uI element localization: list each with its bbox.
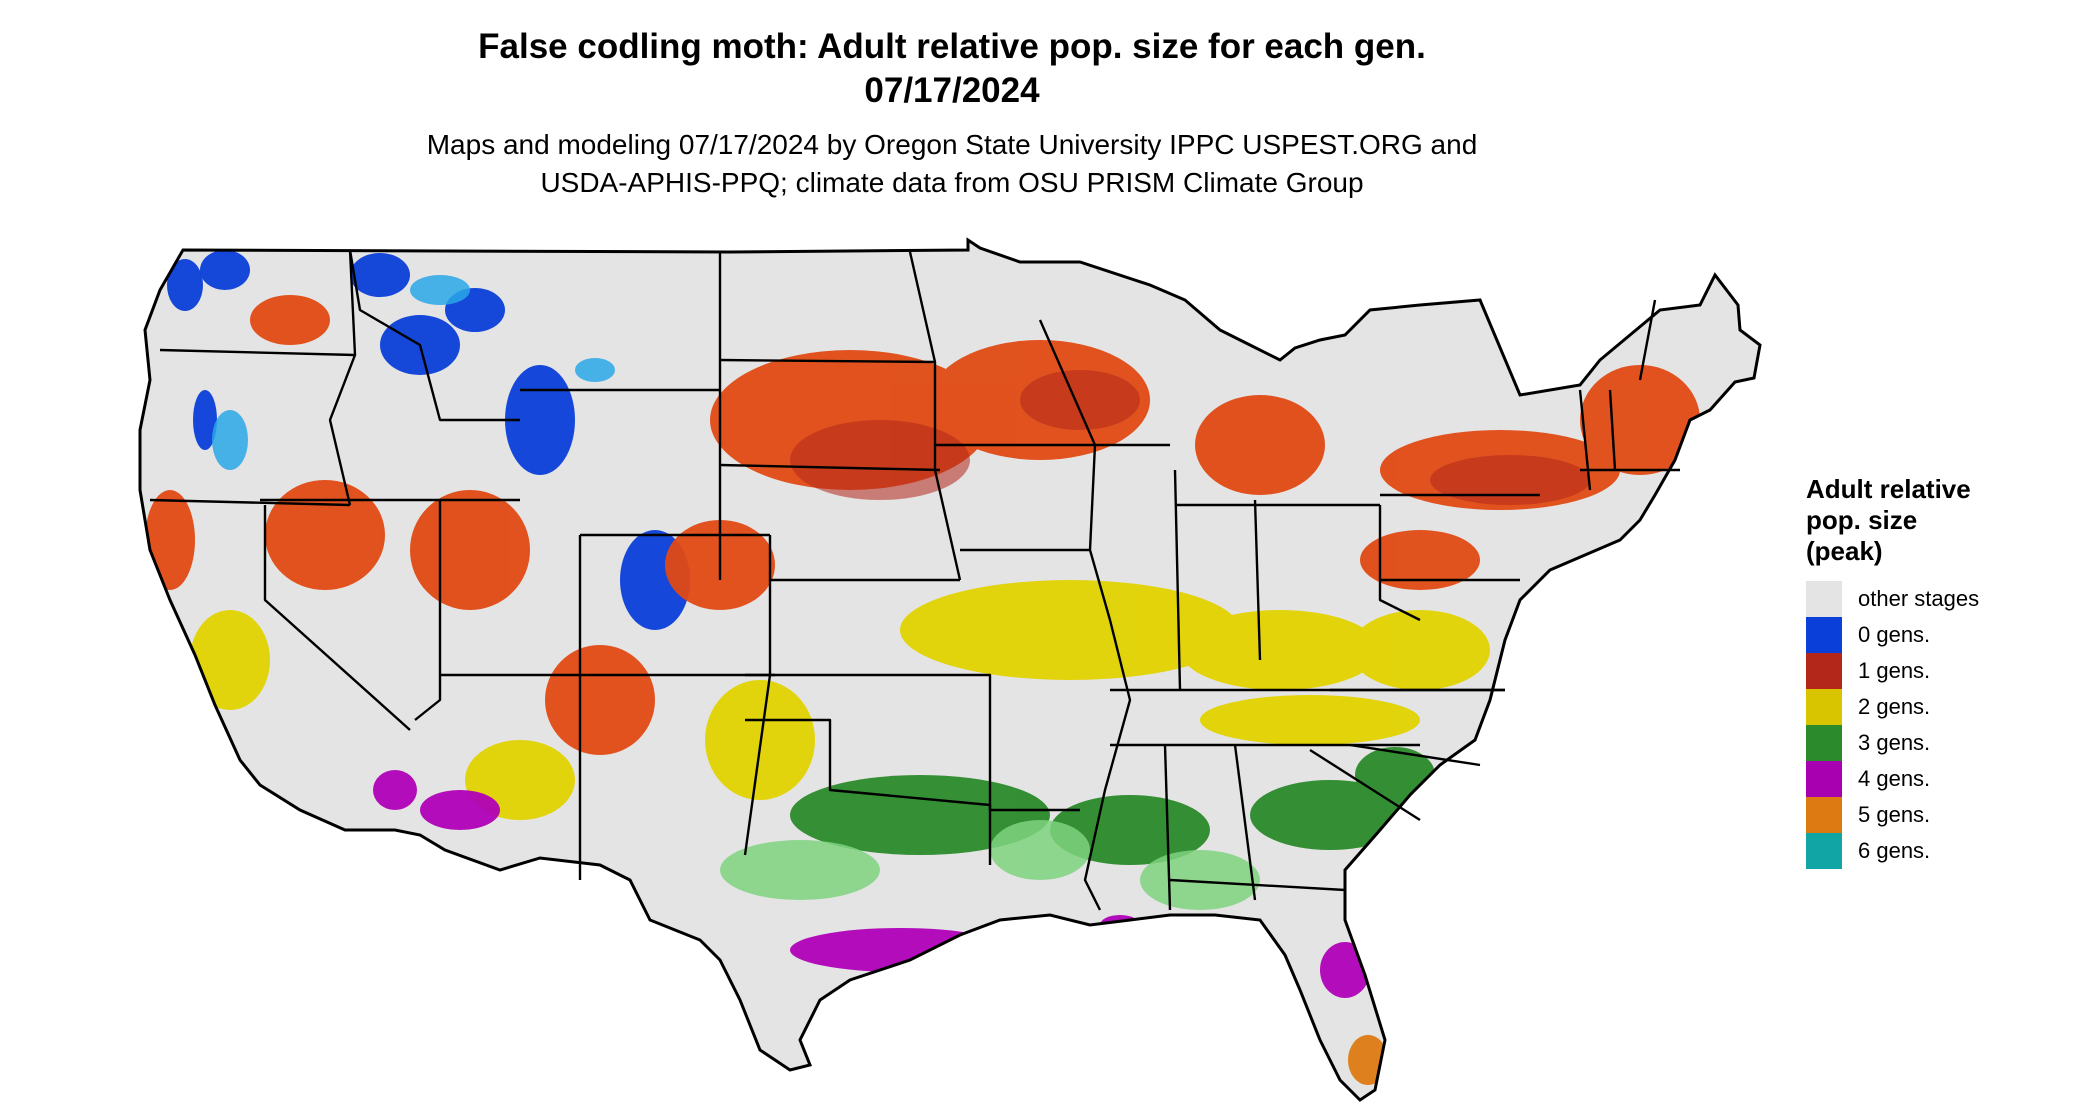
legend-swatch <box>1806 725 1842 761</box>
four-gens-region <box>373 770 417 810</box>
legend-label: 0 gens. <box>1858 622 1931 647</box>
zero-gens-edge <box>575 358 615 382</box>
legend-swatch <box>1806 689 1842 725</box>
legend: Adult relative pop. size (peak) other st… <box>1806 474 2086 869</box>
two-gens-region <box>1350 610 1490 690</box>
zero-gens-region <box>193 390 217 450</box>
one-gen-region <box>265 480 385 590</box>
state-border <box>149 498 351 507</box>
two-gens-region <box>900 580 1240 680</box>
state-border <box>414 500 442 721</box>
map-credit-line-2: USDA-APHIS-PPQ; climate data from OSU PR… <box>540 167 1364 198</box>
legend-item: 2 gens. <box>1806 689 2086 725</box>
legend-item: other stages <box>1806 581 2086 617</box>
zero-gens-edge <box>212 410 248 470</box>
zero-gens-region <box>167 259 203 311</box>
state-border <box>980 673 1080 812</box>
legend-swatch <box>1806 761 1842 797</box>
three-gens-region <box>1050 795 1210 865</box>
three-gens-region <box>790 775 1050 855</box>
state-border <box>1169 878 1346 892</box>
legend-item: 6 gens. <box>1806 833 2086 869</box>
legend-item: 3 gens. <box>1806 725 2086 761</box>
three-gens-edge <box>720 840 880 900</box>
state-border <box>1083 444 1132 911</box>
zero-gens-region <box>505 365 575 475</box>
two-gens-region <box>1200 695 1420 745</box>
state-border <box>745 718 992 865</box>
state-border <box>1038 319 1170 447</box>
legend-swatch <box>1806 617 1842 653</box>
legend-title-line: Adult relative <box>1806 474 1971 504</box>
legend-items: other stages 0 gens. 1 gens. 2 gens. 3 gens.… <box>1806 581 2086 869</box>
one-gen-region <box>250 295 330 345</box>
four-gens-region <box>790 928 1010 972</box>
legend-swatch <box>1806 797 1842 833</box>
state-border <box>1233 744 1257 901</box>
legend-title: Adult relative pop. size (peak) <box>1806 474 2086 567</box>
state-border <box>719 463 941 472</box>
one-gen-region <box>145 490 195 590</box>
two-gens-region <box>190 610 270 710</box>
state-border <box>159 348 356 357</box>
state-border <box>719 358 936 364</box>
four-gens-region <box>420 790 500 830</box>
three-gens-region <box>1250 780 1410 850</box>
legend-label: 5 gens. <box>1858 802 1931 827</box>
one-gen-peak <box>1020 370 1140 430</box>
one-gen-region <box>545 645 655 755</box>
legend-label: 6 gens. <box>1858 838 1931 863</box>
one-gen-region <box>1580 365 1700 475</box>
legend-item: 0 gens. <box>1806 617 2086 653</box>
map-title: False codling moth: Adult relative pop. … <box>478 27 1426 66</box>
legend-swatch <box>1806 833 1842 869</box>
legend-title-line: (peak) <box>1806 536 1883 566</box>
state-border <box>1578 299 1657 491</box>
one-gen-region <box>1195 395 1325 495</box>
state-border <box>908 251 962 581</box>
state-border <box>328 249 357 506</box>
legend-title-line: pop. size <box>1806 505 1918 535</box>
legend-label: 1 gens. <box>1858 658 1931 683</box>
one-gen-peak <box>1430 455 1590 505</box>
one-gen-region <box>1360 530 1480 590</box>
legend-label: other stages <box>1858 586 1980 611</box>
five-gens-region <box>840 1015 896 1065</box>
state-border <box>1253 499 1262 661</box>
three-gens-edge <box>1140 850 1260 910</box>
state-border <box>263 505 411 731</box>
state-border <box>1378 505 1421 622</box>
zero-gens-region <box>350 253 410 297</box>
map-date: 07/17/2024 <box>864 71 1040 110</box>
state-border <box>348 249 520 422</box>
zero-gens-edge <box>410 275 470 305</box>
legend-label: 2 gens. <box>1858 694 1931 719</box>
legend-label: 4 gens. <box>1858 766 1931 791</box>
one-gen-peak <box>790 420 970 500</box>
legend-item: 4 gens. <box>1806 761 2086 797</box>
state-border <box>1173 469 1182 691</box>
two-gens-region <box>1180 610 1380 690</box>
map-credit-line-1: Maps and modeling 07/17/2024 by Oregon S… <box>426 129 1478 160</box>
legend-swatch <box>1806 581 1842 617</box>
three-gens-edge <box>990 820 1090 880</box>
zero-gens-region <box>200 250 250 290</box>
legend-item: 5 gens. <box>1806 797 2086 833</box>
legend-label: 3 gens. <box>1858 730 1931 755</box>
legend-item: 1 gens. <box>1806 653 2086 689</box>
one-gen-region <box>410 490 530 610</box>
legend-swatch <box>1806 653 1842 689</box>
state-border <box>1309 743 1481 822</box>
state-border <box>1163 744 1172 911</box>
